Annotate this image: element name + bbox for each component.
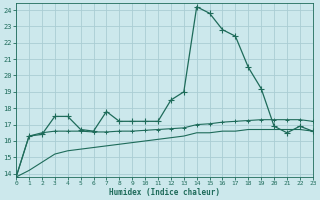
X-axis label: Humidex (Indice chaleur): Humidex (Indice chaleur) [109,188,220,197]
